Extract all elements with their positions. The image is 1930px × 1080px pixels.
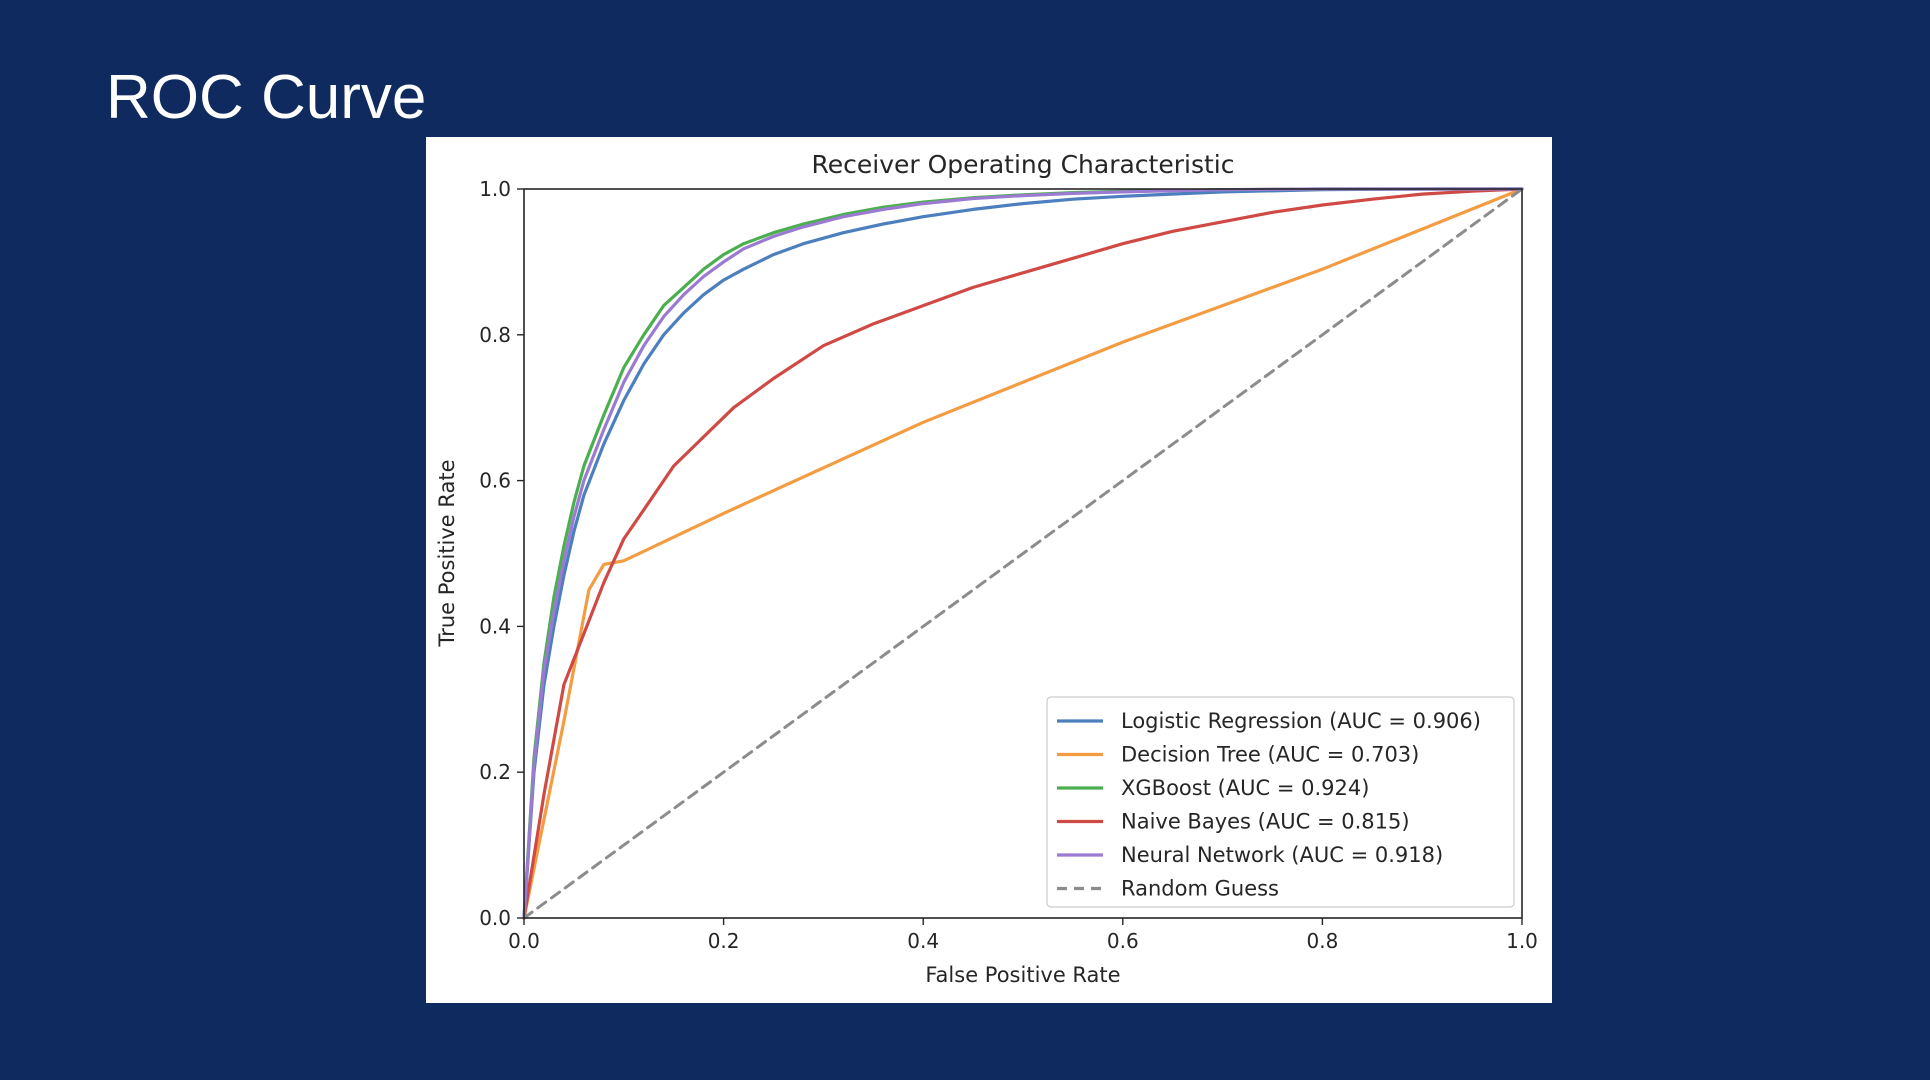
series-line-0 <box>522 187 1524 920</box>
y-tick-label: 0.0 <box>479 906 511 930</box>
y-axis-ticks: 0.0 0.2 0.4 0.6 0.8 1.0 <box>479 177 524 930</box>
plot-frame <box>523 188 1523 919</box>
x-axis-ticks: 0.0 0.2 0.4 0.6 0.8 1.0 <box>508 918 1538 953</box>
chart-panel: Receiver Operating Characteristic 0.0 0.2… <box>426 137 1552 1003</box>
series-line-4 <box>522 187 1524 920</box>
x-tick-label: 0.6 <box>1107 929 1139 953</box>
y-tick-label: 0.2 <box>479 760 511 784</box>
series-line-5 <box>522 187 1524 920</box>
legend-label-2: XGBoost (AUC = 0.924) <box>1121 776 1369 800</box>
x-axis-label: False Positive Rate <box>925 963 1120 987</box>
y-tick-label: 1.0 <box>479 177 511 201</box>
legend-box <box>1046 696 1515 908</box>
series-layer <box>522 187 1524 920</box>
roc-chart: Receiver Operating Characteristic 0.0 0.2… <box>435 150 1538 987</box>
x-tick-label: 0.8 <box>1306 929 1338 953</box>
legend-label-4: Neural Network (AUC = 0.918) <box>1121 843 1443 867</box>
legend-label-5: Random Guess <box>1121 877 1279 901</box>
y-tick-label: 0.8 <box>479 323 511 347</box>
legend-label-1: Decision Tree (AUC = 0.703) <box>1121 743 1419 767</box>
legend-label-3: Naive Bayes (AUC = 0.815) <box>1121 810 1410 834</box>
legend-label-0: Logistic Regression (AUC = 0.906) <box>1121 709 1481 733</box>
y-tick-label: 0.6 <box>479 469 511 493</box>
chart-legend: Logistic Regression (AUC = 0.906) Decisio… <box>1046 696 1515 908</box>
y-axis-label: True Positive Rate <box>435 459 459 647</box>
chart-title: Receiver Operating Characteristic <box>812 150 1235 179</box>
x-tick-label: 0.0 <box>508 929 540 953</box>
slide-title: ROC Curve <box>106 63 427 132</box>
x-tick-label: 0.4 <box>907 929 939 953</box>
x-tick-label: 0.2 <box>708 929 740 953</box>
series-line-3 <box>522 187 1524 920</box>
y-tick-label: 0.4 <box>479 614 511 638</box>
x-tick-label: 1.0 <box>1506 929 1538 953</box>
